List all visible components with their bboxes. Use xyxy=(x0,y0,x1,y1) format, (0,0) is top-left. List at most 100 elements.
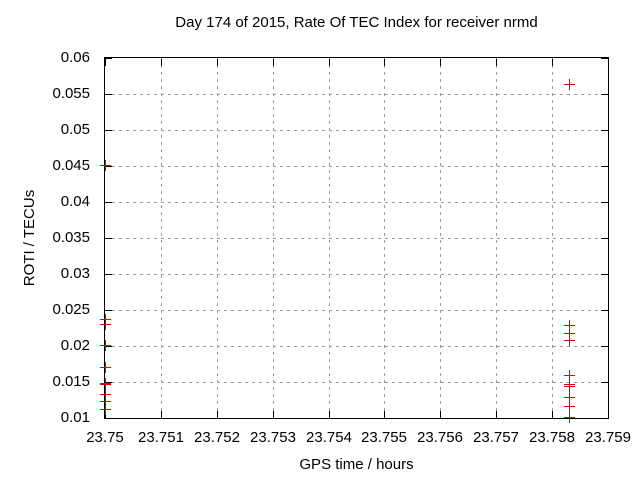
x-tick-bottom xyxy=(384,411,385,418)
marker-vertical-bar xyxy=(105,379,106,390)
data-point-plus-marker xyxy=(100,340,111,351)
marker-vertical-bar xyxy=(569,412,570,423)
y-tick-label: 0.03 xyxy=(60,265,90,282)
x-tick-top xyxy=(496,59,497,66)
x-tick-label: 23.751 xyxy=(138,429,184,446)
y-tick-label: 0.015 xyxy=(52,373,90,390)
x-tick-bottom xyxy=(496,411,497,418)
x-tick-label: 23.756 xyxy=(417,429,463,446)
x-tick-bottom xyxy=(440,411,441,418)
data-point-plus-marker xyxy=(564,79,575,90)
data-point-plus-marker xyxy=(100,319,111,330)
plot-area xyxy=(104,57,609,419)
y-tick-left xyxy=(105,418,112,419)
x-tick-label: 23.755 xyxy=(361,429,407,446)
marker-vertical-bar xyxy=(569,392,570,403)
y-tick-right xyxy=(601,274,608,275)
y-tick-label: 0.045 xyxy=(52,157,90,174)
y-tick-left xyxy=(105,310,112,311)
h-gridline xyxy=(105,202,608,203)
v-gridline xyxy=(217,58,218,418)
y-tick-left xyxy=(105,202,112,203)
h-gridline xyxy=(105,346,608,347)
y-tick-label: 0.035 xyxy=(52,229,90,246)
y-tick-right xyxy=(601,238,608,239)
data-point-plus-marker xyxy=(100,379,111,390)
v-gridline xyxy=(496,58,497,418)
data-point-plus-marker xyxy=(564,381,575,392)
v-gridline xyxy=(329,58,330,418)
x-tick-top xyxy=(329,59,330,66)
y-tick-label: 0.02 xyxy=(60,337,90,354)
x-axis-title: GPS time / hours xyxy=(299,456,414,473)
x-tick-top xyxy=(440,59,441,66)
x-tick-label: 23.753 xyxy=(250,429,296,446)
data-point-plus-marker xyxy=(100,396,111,407)
y-tick-right xyxy=(601,202,608,203)
y-tick-left xyxy=(105,346,112,347)
data-point-plus-marker xyxy=(564,412,575,423)
marker-vertical-bar xyxy=(105,160,106,171)
y-tick-left xyxy=(105,94,112,95)
marker-vertical-bar xyxy=(105,404,106,415)
y-tick-left xyxy=(105,238,112,239)
y-tick-label: 0.025 xyxy=(52,301,90,318)
y-tick-label: 0.05 xyxy=(60,121,90,138)
v-gridline xyxy=(161,58,162,418)
y-tick-right xyxy=(601,346,608,347)
x-tick-label: 23.759 xyxy=(585,429,631,446)
x-tick-label: 23.75 xyxy=(86,429,124,446)
y-tick-label: 0.06 xyxy=(60,49,90,66)
h-gridline xyxy=(105,238,608,239)
x-tick-top xyxy=(608,59,609,66)
marker-vertical-bar xyxy=(105,389,106,400)
data-point-plus-marker xyxy=(564,401,575,412)
v-gridline xyxy=(384,58,385,418)
h-gridline xyxy=(105,130,608,131)
h-gridline xyxy=(105,310,608,311)
y-tick-right xyxy=(601,310,608,311)
data-point-plus-marker xyxy=(564,320,575,331)
y-tick-label: 0.01 xyxy=(60,409,90,426)
x-tick-bottom xyxy=(161,411,162,418)
marker-vertical-bar xyxy=(569,320,570,331)
y-tick-right xyxy=(601,418,608,419)
v-gridline xyxy=(552,58,553,418)
data-point-plus-marker xyxy=(564,335,575,346)
data-point-plus-marker xyxy=(564,328,575,339)
x-tick-bottom xyxy=(329,411,330,418)
x-tick-label: 23.752 xyxy=(194,429,240,446)
marker-vertical-bar xyxy=(569,79,570,90)
chart-title: Day 174 of 2015, Rate Of TEC Index for r… xyxy=(175,14,538,31)
x-tick-label: 23.754 xyxy=(306,429,352,446)
y-tick-right xyxy=(601,166,608,167)
y-tick-label: 0.055 xyxy=(52,85,90,102)
v-gridline xyxy=(440,58,441,418)
y-tick-left xyxy=(105,130,112,131)
data-point-plus-marker xyxy=(564,392,575,403)
x-tick-top xyxy=(105,59,106,66)
x-tick-top xyxy=(217,59,218,66)
marker-vertical-bar xyxy=(105,319,106,330)
x-tick-bottom xyxy=(217,411,218,418)
x-tick-bottom xyxy=(608,411,609,418)
marker-vertical-bar xyxy=(569,381,570,392)
x-tick-bottom xyxy=(552,411,553,418)
v-gridline xyxy=(273,58,274,418)
data-point-plus-marker xyxy=(100,389,111,400)
h-gridline xyxy=(105,166,608,167)
marker-vertical-bar xyxy=(569,401,570,412)
data-point-plus-marker xyxy=(100,362,111,373)
marker-vertical-bar xyxy=(105,396,106,407)
h-gridline xyxy=(105,382,608,383)
data-point-plus-marker xyxy=(564,370,575,381)
x-tick-top xyxy=(384,59,385,66)
y-tick-right xyxy=(601,130,608,131)
y-tick-left xyxy=(105,58,112,59)
y-tick-label: 0.04 xyxy=(60,193,90,210)
x-tick-top xyxy=(273,59,274,66)
marker-vertical-bar xyxy=(569,335,570,346)
y-tick-right xyxy=(601,382,608,383)
marker-vertical-bar xyxy=(105,340,106,351)
